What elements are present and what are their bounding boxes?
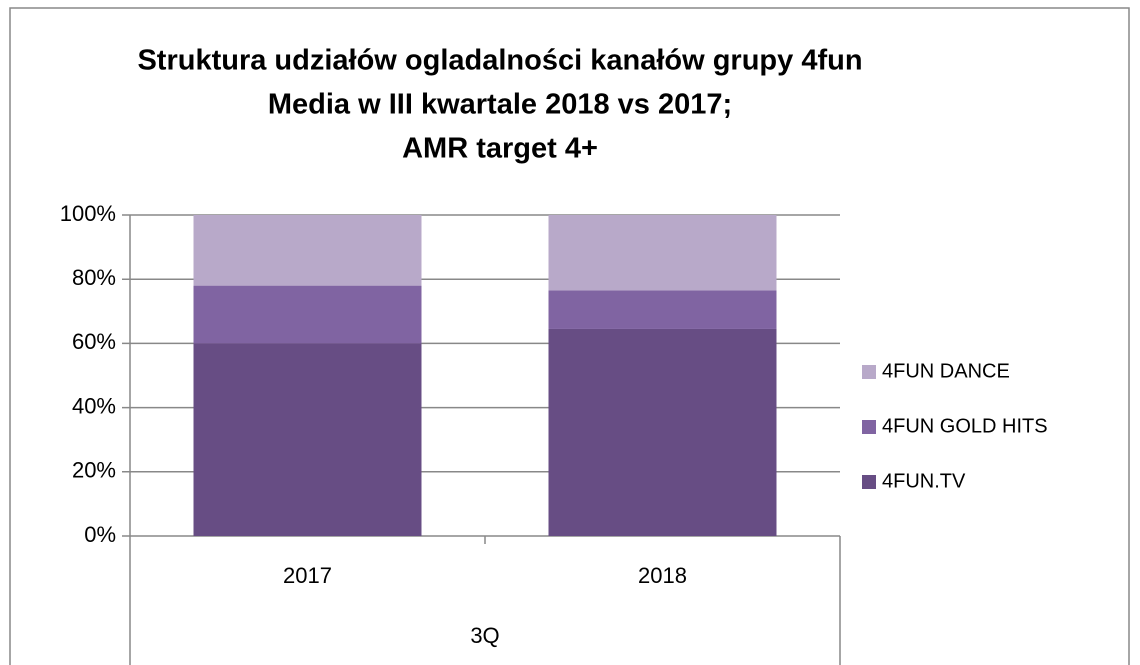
chart-title: Struktura udziałów ogladalności kanałów … [137,45,862,77]
bar-segment [193,285,422,344]
bar-segment [548,215,777,291]
y-tick-label: 40% [72,393,116,418]
y-tick-label: 100% [60,201,116,226]
chart-title: AMR target 4+ [402,133,598,165]
y-tick-label: 20% [72,458,116,483]
chart-title: Media w III kwartale 2018 vs 2017; [268,89,732,121]
y-tick-label: 60% [72,329,116,354]
y-tick-label: 80% [72,265,116,290]
category-group-label: 3Q [470,623,499,648]
legend-label: 4FUN.TV [882,470,966,492]
bar-segment [548,328,777,536]
bar-segment [548,290,777,329]
bar-segment [193,343,422,536]
legend-label: 4FUN DANCE [882,360,1010,382]
x-tick-label: 2018 [638,563,687,588]
legend-swatch [862,475,876,489]
y-tick-label: 0% [84,522,116,547]
legend-swatch [862,420,876,434]
bar-segment [193,215,422,286]
legend-label: 4FUN GOLD HITS [882,415,1048,437]
x-tick-label: 2017 [283,563,332,588]
legend-swatch [862,365,876,379]
